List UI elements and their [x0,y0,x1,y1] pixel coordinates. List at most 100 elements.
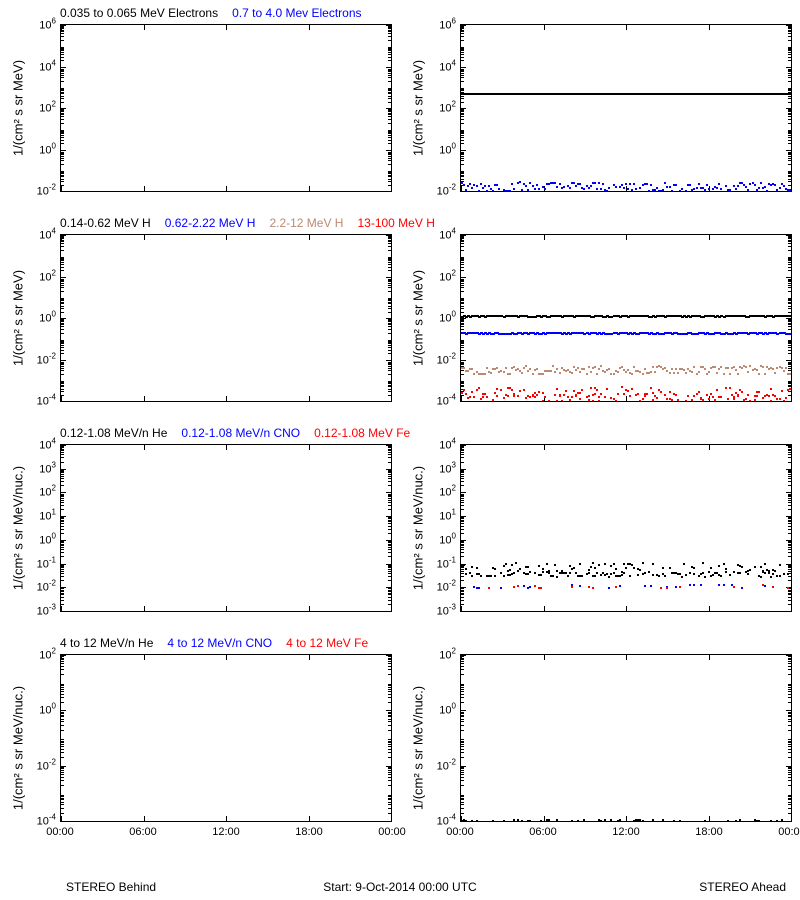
plot-area [460,654,792,822]
y-tick-label: 100 [39,141,56,156]
panel-row: 0.12-1.08 MeV/n He 0.12-1.08 MeV/n CNO 0.1… [0,420,800,630]
y-tick-label: 102 [39,268,56,283]
panel-right: 1/(cm² s sr MeV/nuc.)10-410-210010200:00… [400,636,800,860]
y-tick-label: 102 [39,484,56,499]
y-ticks: 10-2100102104106 [428,24,458,192]
y-tick-label: 106 [39,17,56,32]
y-tick-label: 102 [439,100,456,115]
y-tick-label: 10-2 [437,579,456,594]
x-tick-label: 06:00 [129,826,157,838]
legend-item: 0.12-1.08 MeV/n CNO [181,426,300,440]
y-tick-label: 10-3 [37,603,56,618]
footer-start-time: Start: 9-Oct-2014 00:00 UTC [323,880,476,894]
y-tick-label: 104 [39,227,56,242]
y-tick-label: 10-2 [37,183,56,198]
y-tick-label: 10-4 [437,393,456,408]
y-ticks: 10-410-2100102104 [28,234,58,402]
y-tick-label: 102 [439,268,456,283]
y-tick-label: 10-2 [37,579,56,594]
panel-right: 1/(cm² s sr MeV)10-2100102104106 [400,6,800,210]
x-tick-label: 00:00 [778,826,800,838]
legend-item: 4 to 12 MeV Fe [286,636,368,650]
x-tick-label: 00:00 [46,826,74,838]
plot-area [460,444,792,612]
y-tick-label: 10-1 [437,555,456,570]
x-ticks: 00:0006:0012:0018:0000:00 [460,824,792,840]
legend-item: 0.62-2.22 MeV H [165,216,256,230]
row-legend: 4 to 12 MeV/n He 4 to 12 MeV/n CNO 4 to 12… [60,636,400,652]
plot-area [60,654,392,822]
y-tick-label: 102 [39,647,56,662]
legend-item: 0.12-1.08 MeV Fe [314,426,410,440]
plot-area [60,444,392,612]
y-axis-label: 1/(cm² s sr MeV/nuc.) [411,678,426,818]
panel-row: 0.035 to 0.065 MeV Electrons0.7 to 4.0 M… [0,0,800,210]
y-tick-label: 104 [439,437,456,452]
plot-area [460,234,792,402]
legend-item: 4 to 12 MeV/n CNO [167,636,272,650]
y-tick-label: 100 [39,702,56,717]
legend-item: 2.2-12 MeV H [269,216,343,230]
x-tick-label: 18:00 [695,826,723,838]
row-legend: 0.035 to 0.065 MeV Electrons0.7 to 4.0 M… [60,6,400,22]
panel-row: 4 to 12 MeV/n He 4 to 12 MeV/n CNO 4 to 12… [0,630,800,860]
y-tick-label: 10-2 [437,183,456,198]
y-ticks: 10-310-210-1100101102103104 [28,444,58,612]
y-tick-label: 104 [39,437,56,452]
legend-item: 4 to 12 MeV/n He [60,636,153,650]
y-tick-label: 102 [439,484,456,499]
y-tick-label: 102 [439,647,456,662]
y-tick-label: 104 [39,58,56,73]
y-ticks: 10-410-2100102 [428,654,458,822]
y-tick-label: 10-2 [37,757,56,772]
y-tick-label: 10-2 [437,351,456,366]
legend-item: 0.14-0.62 MeV H [60,216,151,230]
y-axis-label: 1/(cm² s sr MeV/nuc.) [411,458,426,598]
y-tick-label: 10-1 [37,555,56,570]
x-tick-label: 06:00 [529,826,557,838]
x-tick-label: 00:00 [446,826,474,838]
panel-left: 0.14-0.62 MeV H 0.62-2.22 MeV H 2.2-12 MeV… [0,216,400,420]
panel-left: 4 to 12 MeV/n He 4 to 12 MeV/n CNO 4 to 12… [0,636,400,860]
y-tick-label: 100 [439,310,456,325]
x-tick-label: 18:00 [295,826,323,838]
y-axis-label: 1/(cm² s sr MeV) [411,248,426,388]
y-tick-label: 100 [39,310,56,325]
y-tick-label: 103 [39,460,56,475]
row-legend: 0.12-1.08 MeV/n He0.12-1.08 MeV/n CNO0.1… [60,426,400,442]
row-legend: 0.14-0.62 MeV H 0.62-2.22 MeV H 2.2-12 MeV… [60,216,400,232]
y-tick-label: 104 [439,58,456,73]
panel-left: 0.12-1.08 MeV/n He0.12-1.08 MeV/n CNO0.1… [0,426,400,630]
plot-area [60,234,392,402]
footer-left-label: STEREO Behind [66,880,156,894]
y-tick-label: 101 [39,508,56,523]
plot-area [60,24,392,192]
footer-right-label: STEREO Ahead [699,880,786,894]
y-ticks: 10-310-210-1100101102103104 [428,444,458,612]
panel-left: 0.035 to 0.065 MeV Electrons0.7 to 4.0 M… [0,6,400,210]
y-tick-label: 10-4 [37,393,56,408]
y-tick-label: 10-3 [437,603,456,618]
y-axis-label: 1/(cm² s sr MeV) [11,248,26,388]
panel-right: 1/(cm² s sr MeV) 10-4 10-2 100 102 104 [400,216,800,420]
x-tick-label: 12:00 [612,826,640,838]
y-axis-label: 1/(cm² s sr MeV) [11,38,26,178]
y-ticks: 10-410-2100102104 [428,234,458,402]
y-axis-label: 1/(cm² s sr MeV/nuc.) [11,678,26,818]
y-tick-label: 106 [439,17,456,32]
y-ticks: 10-2100102104106 [28,24,58,192]
y-tick-label: 10-2 [437,757,456,772]
y-tick-label: 103 [439,460,456,475]
y-tick-label: 104 [439,227,456,242]
y-tick-label: 102 [39,100,56,115]
legend-item: 0.035 to 0.065 MeV Electrons [60,6,218,20]
panel-row: 0.14-0.62 MeV H 0.62-2.22 MeV H 2.2-12 MeV… [0,210,800,420]
y-ticks: 10-410-2100102 [28,654,58,822]
y-tick-label: 100 [439,702,456,717]
y-tick-label: 100 [439,532,456,547]
y-tick-label: 10-2 [37,351,56,366]
legend-item: 0.12-1.08 MeV/n He [60,426,167,440]
plot-area [460,24,792,192]
y-axis-label: 1/(cm² s sr MeV/nuc.) [11,458,26,598]
y-tick-label: 100 [39,532,56,547]
